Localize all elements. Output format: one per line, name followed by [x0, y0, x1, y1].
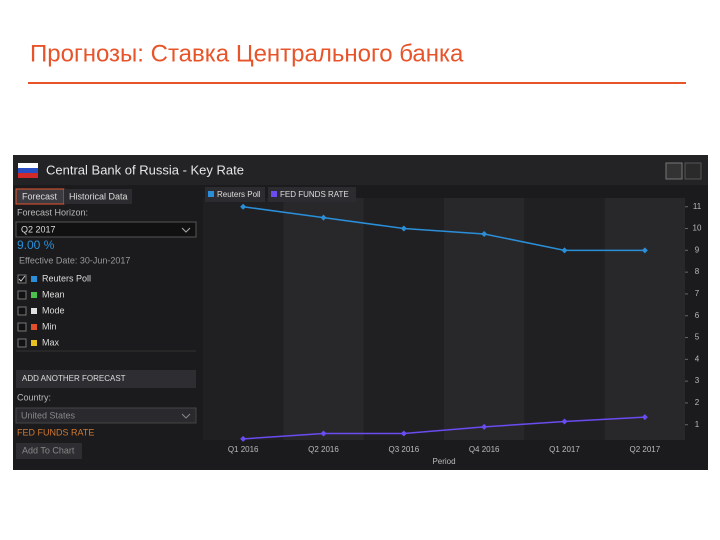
forecast-label: Max	[42, 337, 60, 347]
checkbox[interactable]	[17, 290, 27, 300]
y-tick-label: 4	[695, 354, 700, 363]
y-tick-label: 5	[695, 333, 700, 342]
plot-stripe	[444, 198, 525, 440]
x-tick-label: Q4 2016	[469, 445, 500, 454]
legend-box	[205, 187, 265, 202]
add-forecast-button[interactable]	[16, 370, 196, 388]
point-marker	[481, 230, 488, 237]
checkbox[interactable]	[17, 338, 27, 348]
plot-stripe	[283, 198, 364, 440]
selected-series: FED FUNDS RATE	[17, 427, 94, 437]
series-swatch	[31, 324, 37, 330]
chart-icon[interactable]	[665, 162, 683, 180]
tab-historical[interactable]	[64, 189, 132, 204]
screenshot-header	[13, 155, 708, 185]
y-tick-label: 7	[695, 289, 700, 298]
horizon-label: Forecast Horizon:	[17, 207, 88, 217]
y-tick-label: 9	[695, 245, 700, 254]
point-marker	[320, 214, 327, 221]
point-marker	[561, 418, 568, 425]
x-tick-label: Q1 2017	[549, 445, 580, 454]
forecast-label: Mean	[42, 289, 65, 299]
series-line	[243, 416, 645, 440]
point-marker	[481, 423, 488, 430]
horizon-value: Q2 2017	[21, 224, 56, 234]
flag-white	[18, 163, 38, 168]
x-tick-label: Q2 2016	[308, 445, 339, 454]
tab-label: Forecast	[22, 191, 58, 201]
checkbox[interactable]	[17, 306, 27, 316]
point-marker	[240, 435, 247, 442]
checkbox[interactable]	[17, 322, 27, 332]
list-icon[interactable]	[684, 162, 702, 180]
legend-label: Reuters Poll	[217, 190, 261, 199]
point-marker	[400, 225, 407, 232]
country-value: United States	[21, 410, 76, 420]
country-label: Country:	[17, 392, 51, 402]
x-tick-label: Q3 2016	[388, 445, 419, 454]
horizon-dropdown[interactable]	[15, 221, 197, 238]
add-to-chart-button[interactable]	[16, 443, 82, 459]
point-marker	[561, 247, 568, 254]
flag-blue	[18, 168, 38, 173]
dropdown-arrow	[181, 227, 191, 233]
point-marker	[641, 247, 648, 254]
legend-box	[268, 187, 356, 202]
forecast-label: Mode	[42, 305, 65, 315]
y-tick-label: 3	[695, 376, 700, 385]
forecast-label: Min	[42, 321, 57, 331]
add-to-chart-label: Add To Chart	[22, 445, 75, 455]
plot-stripe	[604, 198, 685, 440]
legend-label: FED FUNDS RATE	[280, 190, 349, 199]
y-tick-label: 8	[695, 267, 700, 276]
point-marker	[320, 430, 327, 437]
y-tick-label: 11	[693, 202, 702, 211]
series-swatch	[31, 292, 37, 298]
x-axis-label: Period	[432, 457, 455, 466]
point-marker	[641, 414, 648, 421]
panel-title: Central Bank of Russia - Key Rate	[46, 162, 244, 177]
y-tick-label: 2	[695, 398, 700, 407]
tab-label: Historical Data	[69, 191, 128, 201]
legend-swatch	[271, 191, 277, 197]
checkmark	[18, 275, 26, 282]
x-tick-label: Q1 2016	[228, 445, 259, 454]
country-dropdown[interactable]	[15, 407, 197, 424]
y-tick-label: 6	[695, 311, 700, 320]
series-swatch	[31, 308, 37, 314]
add-forecast-label: ADD ANOTHER FORECAST	[22, 374, 126, 383]
y-tick-label: 10	[693, 224, 702, 233]
legend-swatch	[208, 191, 214, 197]
forecast-label: Reuters Poll	[42, 273, 91, 283]
point-marker	[240, 203, 247, 210]
point-marker	[400, 430, 407, 437]
series-swatch	[31, 276, 37, 282]
flag-red	[18, 173, 38, 178]
x-tick-label: Q2 2017	[629, 445, 660, 454]
series-line	[243, 205, 645, 252]
y-tick-label: 1	[695, 420, 700, 429]
slide-title: Прогнозы: Ставка Центрального банка	[30, 40, 464, 67]
rate-value: 9.00 %	[17, 238, 55, 252]
effective-date: Effective Date: 30-Jun-2017	[19, 255, 130, 265]
dropdown-arrow	[181, 413, 191, 419]
series-swatch	[31, 340, 37, 346]
